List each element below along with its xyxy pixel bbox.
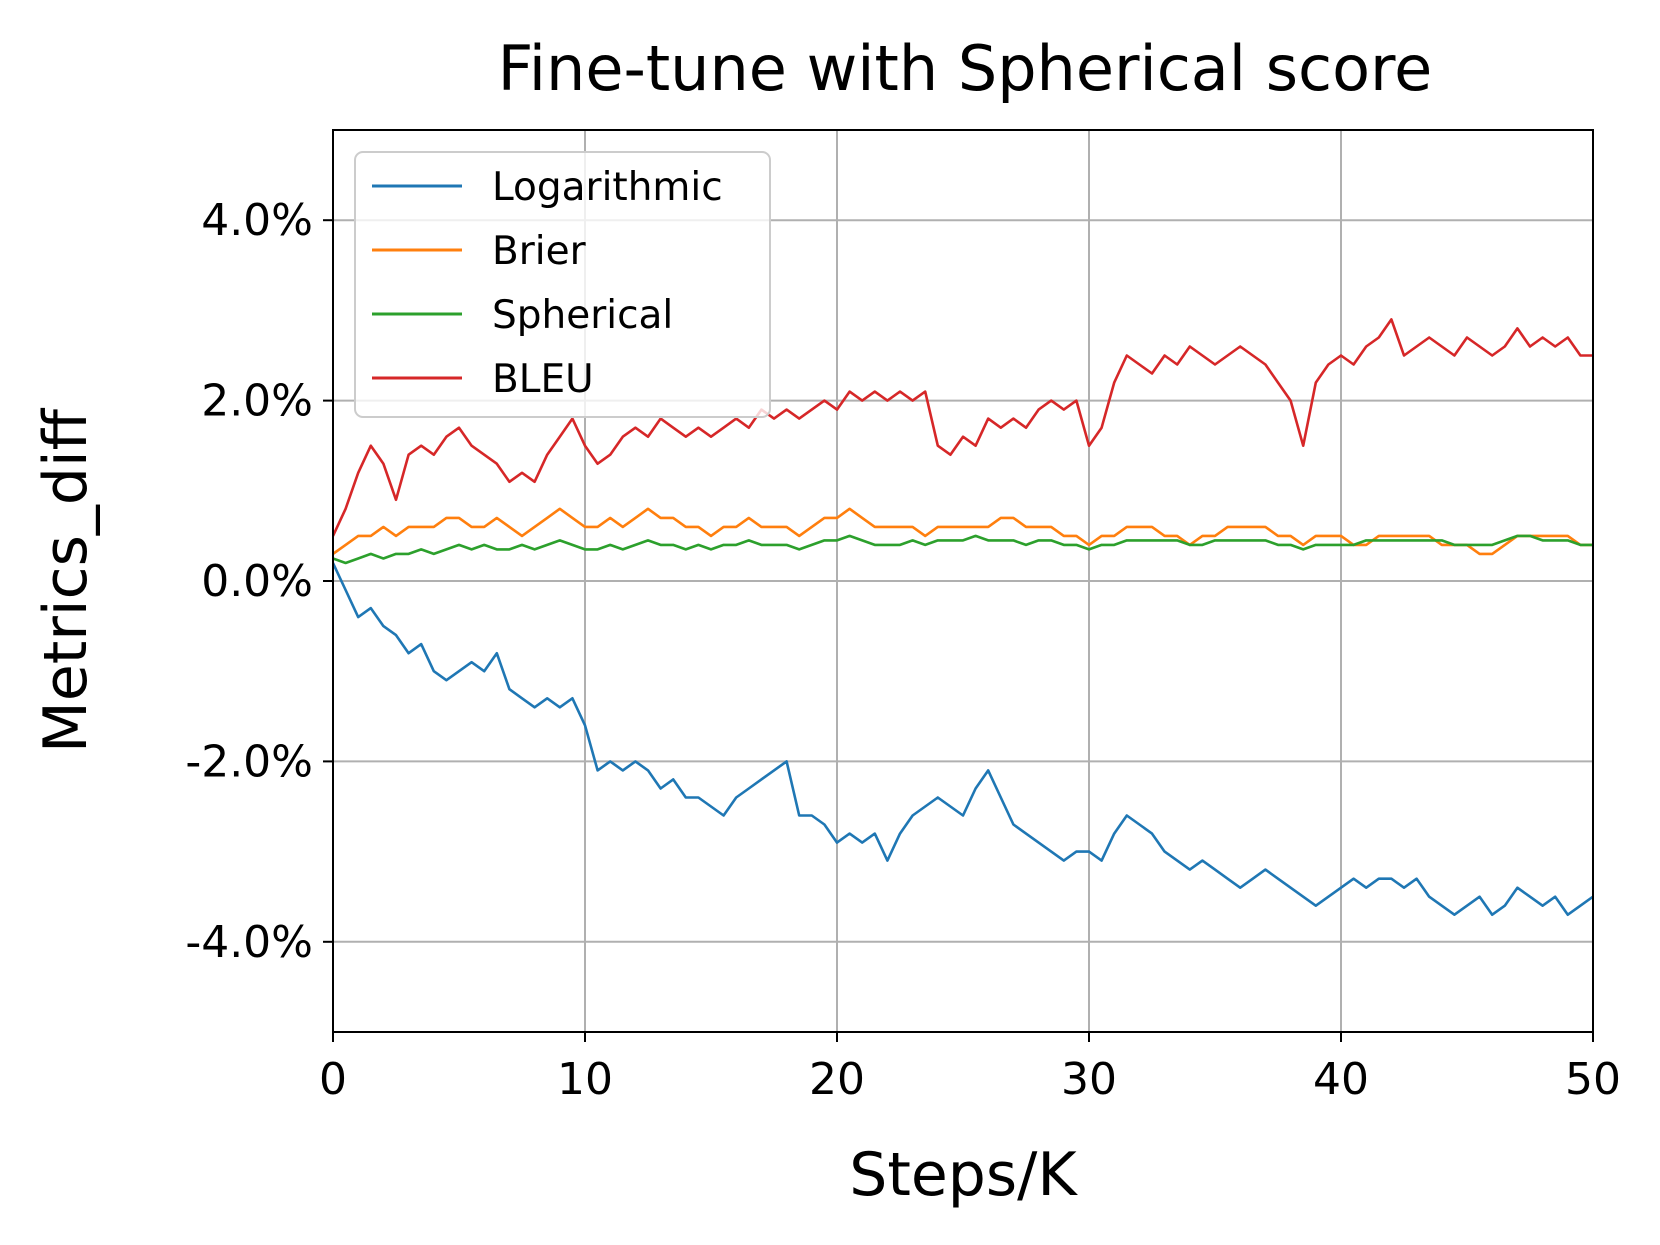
x-tick-label: 30 <box>1061 1054 1117 1105</box>
x-tick-label: 50 <box>1565 1054 1621 1105</box>
series-line-spherical <box>333 534 1593 565</box>
y-tick-label: 0.0% <box>201 556 313 607</box>
y-tick-label: -2.0% <box>185 736 313 787</box>
series-line-bleu <box>333 318 1593 537</box>
y-tick-label: 2.0% <box>201 376 313 427</box>
y-tick-label: -4.0% <box>185 917 313 968</box>
x-tick-label: 0 <box>319 1054 347 1105</box>
y-tick-label: 4.0% <box>201 195 313 246</box>
series-line-brier <box>333 507 1593 556</box>
legend-label-spherical: Spherical <box>492 293 673 338</box>
chart-title: Fine-tune with Spherical score <box>498 32 1433 105</box>
x-tick-label: 10 <box>557 1054 613 1105</box>
legend-label-bleu: BLEU <box>492 357 594 402</box>
legend-label-brier: Brier <box>492 229 587 274</box>
legend: Logarithmic Brier Spherical BLEU <box>354 151 771 418</box>
series-layer <box>333 318 1593 917</box>
legend-box <box>354 151 771 418</box>
y-axis-label: Metrics_diff <box>31 407 101 753</box>
axis-ticks: 0 10 20 30 40 50 -4.0% -2.0% 0.0% 2.0% 4.0% <box>185 195 1621 1105</box>
series-group <box>333 318 1593 917</box>
x-tick-label: 20 <box>809 1054 865 1105</box>
x-axis-label: Steps/K <box>849 1140 1078 1210</box>
x-tick-label: 40 <box>1313 1054 1369 1105</box>
legend-label-logarithmic: Logarithmic <box>492 165 723 210</box>
series-line-logarithmic <box>333 562 1593 917</box>
